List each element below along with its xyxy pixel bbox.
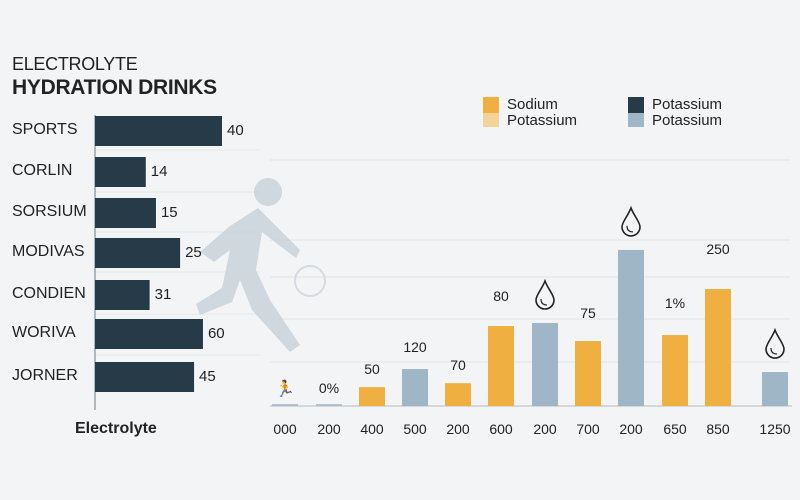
basketball-icon xyxy=(294,265,326,297)
bar-value-label: 40 xyxy=(227,122,244,139)
vbar-5 xyxy=(488,326,514,406)
bar-annotation-label: 75 xyxy=(580,305,596,322)
vbar-8 xyxy=(618,249,644,406)
x-tick-label: 850 xyxy=(706,421,730,437)
hbar-condien xyxy=(95,280,150,310)
water-drop-icon xyxy=(765,327,785,359)
hbar-corlin xyxy=(95,157,146,187)
vbar-6 xyxy=(532,323,558,406)
bar-annotation-label: 80 xyxy=(493,288,509,305)
hbar-jorner xyxy=(95,362,195,392)
category-label: SPORTS xyxy=(12,121,78,138)
vbar-4 xyxy=(445,383,471,406)
bar-value-label: 31 xyxy=(154,286,172,303)
hbar-sorsium xyxy=(95,198,156,228)
vbar-7 xyxy=(575,341,601,406)
legend-swatch-potassium-dark xyxy=(628,97,644,113)
bar-value-label: 14 xyxy=(150,163,168,180)
x-tick-label: 500 xyxy=(403,421,427,437)
water-drop-highlight xyxy=(540,298,548,306)
bar-annotation-label: 50 xyxy=(364,361,380,378)
bar-value-label: 45 xyxy=(199,368,216,385)
x-tick-label: 200 xyxy=(317,421,341,437)
vbar-9 xyxy=(662,335,688,406)
x-tick-label: 200 xyxy=(446,421,470,437)
x-tick-label: 400 xyxy=(360,421,384,437)
vbar-2 xyxy=(359,387,385,406)
category-label: WORIVA xyxy=(12,324,76,341)
legend-swatch-potassium-blue xyxy=(628,113,644,127)
category-label: JORNER xyxy=(12,367,78,384)
legend-swatch-potassium-light xyxy=(483,113,499,127)
x-tick-label: 1250 xyxy=(759,421,791,437)
hbar-modivas xyxy=(95,238,181,268)
bar-annotation-label: 1% xyxy=(664,295,686,312)
chart-title-line1: ELECTROLYTE xyxy=(12,54,138,74)
bar-annotation-label: 250 xyxy=(706,241,730,258)
chart-title-line2: HYDRATION DRINKS xyxy=(12,76,217,99)
water-drop-icon xyxy=(535,278,555,310)
vbar-3 xyxy=(402,369,428,406)
x-tick-label: 650 xyxy=(663,421,687,437)
category-label: SORSIUM xyxy=(12,203,87,220)
runner-icon: 🏃 xyxy=(275,379,295,398)
legend-label: Sodium xyxy=(507,96,558,113)
runner-silhouette-icon xyxy=(196,178,300,352)
bar-annotation-label: 70 xyxy=(450,357,466,374)
x-tick-label: 700 xyxy=(576,421,600,437)
category-label: MODIVAS xyxy=(12,243,85,260)
x-axis-label: Electrolyte xyxy=(75,420,157,437)
x-tick-label: 600 xyxy=(489,421,513,437)
bar-value-label: 25 xyxy=(185,244,202,261)
bar-value-label: 15 xyxy=(160,204,178,221)
bar-value-label: 60 xyxy=(207,325,225,342)
water-drop-highlight xyxy=(770,348,778,355)
hbar-woriva xyxy=(95,319,203,349)
x-tick-label: 200 xyxy=(619,421,643,437)
x-tick-label: 000 xyxy=(273,421,297,437)
water-drop-icon xyxy=(621,205,641,237)
hbar-sports xyxy=(95,116,222,146)
category-label: CONDIEN xyxy=(12,285,86,302)
legend-label: Potassium xyxy=(652,112,723,129)
vbar-10 xyxy=(705,289,731,406)
category-label: CORLIN xyxy=(12,162,73,179)
vbar-11 xyxy=(762,372,788,406)
bar-annotation-label: 0% xyxy=(318,380,340,396)
legend-label: Potassium xyxy=(652,96,723,113)
legend-swatch-sodium xyxy=(483,97,499,113)
legend-label: Potassium xyxy=(507,112,578,129)
water-drop-highlight xyxy=(626,225,634,233)
x-tick-label: 200 xyxy=(533,421,557,437)
bar-annotation-label: 120 xyxy=(403,339,427,356)
